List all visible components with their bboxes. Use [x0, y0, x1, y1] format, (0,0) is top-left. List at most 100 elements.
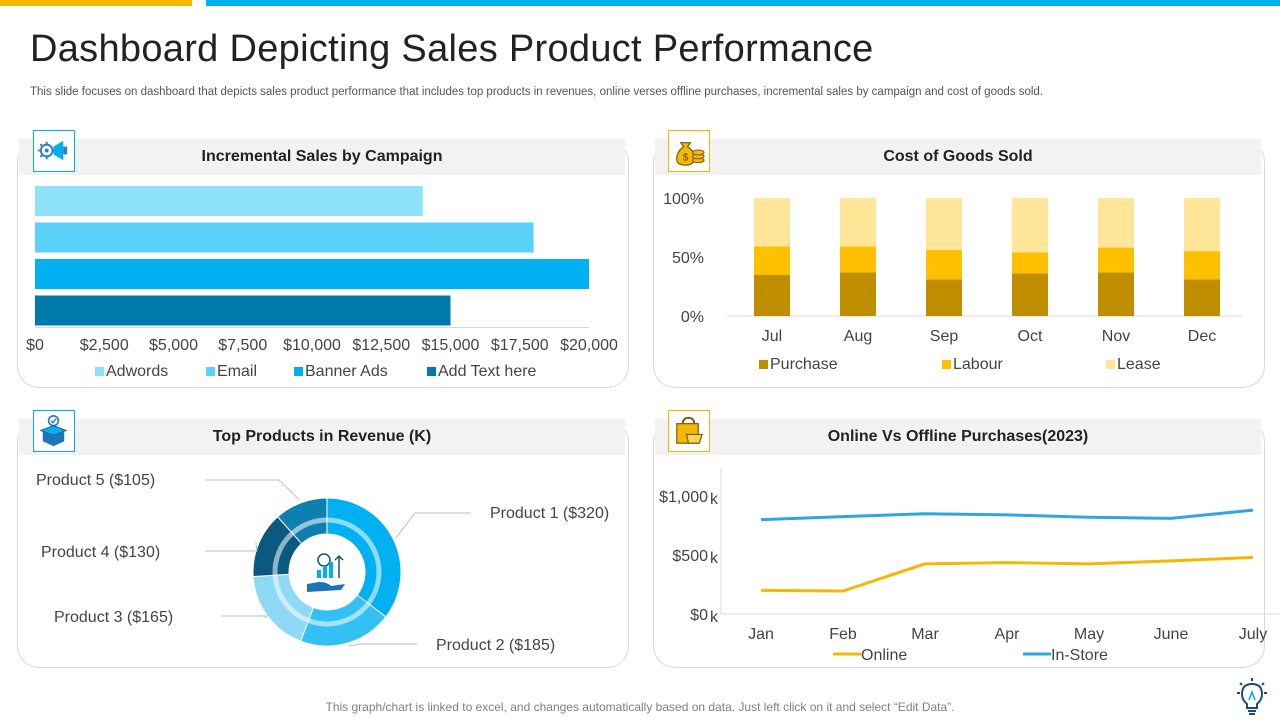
cogs-bar-lease-3: [1012, 198, 1048, 253]
shopping-bag-icon: [668, 410, 710, 452]
cogs-legend-label: Lease: [1117, 356, 1161, 373]
purchases-xtick-label: May: [1074, 626, 1104, 643]
cogs-bar-purchase-1: [840, 272, 876, 316]
campaign-tick-label: $20,000: [560, 337, 618, 354]
campaign-bar-3: [35, 295, 451, 326]
campaign-tick-label: $0: [26, 337, 44, 354]
lightbulb-icon: [1234, 678, 1270, 723]
growth-bar-icon: [329, 562, 333, 578]
campaign-panel-title: Incremental Sales by Campaign: [19, 139, 625, 175]
purchases-panel-title: Online Vs Offline Purchases(2023): [655, 419, 1261, 455]
cogs-xtick-label: Jul: [762, 328, 782, 345]
campaign-legend-swatch: [95, 367, 104, 376]
campaign-tick-label: $2,500: [80, 337, 129, 354]
growth-arrow-icon: [334, 554, 344, 578]
product-label-4: Product 4 ($130): [41, 544, 160, 561]
campaign-tick-label: $7,500: [218, 337, 267, 354]
cogs-bar-labour-5: [1184, 251, 1220, 280]
cogs-ytick-label: 0%: [681, 309, 704, 326]
campaign-legend-label: Adwords: [106, 363, 168, 380]
campaign-legend-swatch: [206, 367, 215, 376]
purchases-ytick-suffix: k: [710, 550, 719, 567]
purchases-ytick-label: $1,000: [659, 489, 708, 506]
cogs-bar-purchase-0: [754, 274, 790, 316]
products-chart: Product 1 ($320) Product 2 ($185) Product …: [36, 472, 609, 654]
cogs-bar-lease-0: [754, 198, 790, 247]
donut-inner-ring: [272, 517, 382, 627]
campaign-tick-label: $12,500: [352, 337, 410, 354]
page-title: Dashboard Depicting Sales Product Perfor…: [30, 28, 874, 70]
cogs-xtick-label: Sep: [930, 328, 959, 345]
product-label-5: Product 5 ($105): [36, 472, 155, 489]
purchases-ytick-suffix: k: [710, 609, 719, 626]
cogs-bar-purchase-3: [1012, 273, 1048, 316]
purchases-ytick-label: $500: [672, 548, 708, 565]
cogs-ytick-label: 50%: [672, 250, 704, 267]
cogs-bar-purchase-2: [926, 279, 962, 316]
product-label-3: Product 3 ($165): [54, 609, 173, 626]
product-leader-line: [221, 615, 269, 618]
product-leader-line: [348, 643, 417, 647]
cogs-bar-labour-4: [1098, 247, 1134, 273]
campaign-legend-swatch: [294, 367, 303, 376]
cogs-bar-lease-2: [926, 198, 962, 250]
megaphone-icon: [33, 130, 75, 172]
cogs-xtick-label: Aug: [844, 328, 872, 345]
campaign-legend-swatch: [427, 367, 436, 376]
product-leader-line: [395, 512, 471, 539]
cogs-ytick-label: 100%: [663, 191, 704, 208]
purchases-xtick-label: Feb: [829, 626, 857, 643]
cogs-legend-swatch: [942, 360, 951, 369]
cogs-bar-lease-5: [1184, 198, 1220, 252]
cogs-bar-labour-2: [926, 249, 962, 280]
purchases-line-online: [760, 555, 1254, 593]
campaign-bar-0: [35, 186, 423, 216]
cogs-xtick-label: Nov: [1102, 328, 1130, 345]
cogs-bar-labour-1: [840, 246, 876, 273]
product-leader-line: [205, 542, 258, 552]
campaign-legend-label: Email: [217, 363, 257, 380]
product-slice-5: [277, 497, 328, 545]
purchases-xtick-label: June: [1154, 626, 1189, 643]
purchases-xtick-label: Apr: [995, 626, 1021, 643]
campaign-legend-label: Add Text here: [438, 363, 537, 380]
purchases-xtick-label: Jan: [748, 626, 774, 643]
top-accent-bar-yellow: [0, 0, 192, 6]
cogs-legend-swatch: [1106, 360, 1115, 369]
cogs-bar-purchase-5: [1184, 279, 1220, 316]
purchases-panel: [653, 420, 1265, 668]
product-slice-1: [326, 497, 402, 618]
cogs-bar-labour-0: [754, 246, 790, 275]
hand-icon: [307, 582, 345, 592]
cogs-legend-swatch: [759, 360, 768, 369]
product-label-1: Product 1 ($320): [490, 505, 609, 522]
cogs-xtick-label: Dec: [1188, 328, 1216, 345]
purchases-ytick-suffix: k: [710, 491, 719, 508]
campaign-tick-label: $15,000: [422, 337, 480, 354]
purchases-ytick-label: $0: [690, 607, 708, 624]
campaign-tick-label: $10,000: [283, 337, 341, 354]
cogs-bar-purchase-4: [1098, 272, 1134, 316]
campaign-bar-2: [35, 259, 589, 289]
cogs-panel-title: Cost of Goods Sold: [655, 139, 1261, 175]
purchases-xtick-label: Mar: [911, 626, 939, 643]
campaign-chart: $0 $2,500 $5,000 $7,500 $10,000 $12,500 $15,00…: [26, 186, 618, 380]
cogs-legend-label: Purchase: [770, 356, 838, 373]
campaign-tick-label: $17,500: [491, 337, 549, 354]
campaign-legend-label: Banner Ads: [305, 363, 388, 380]
product-label-2: Product 2 ($185): [436, 637, 555, 654]
cogs-legend-label: Labour: [953, 356, 1003, 373]
purchases-xtick-label: July: [1239, 626, 1267, 643]
cogs-chart: 0% 50% 100% Jul Aug Sep Oct Nov Dec Purchase Labou…: [663, 191, 1243, 373]
cogs-bar-labour-3: [1012, 252, 1048, 274]
top-accent-bar-blue: [206, 0, 1280, 6]
product-leader-line: [205, 479, 300, 501]
page-subtitle: This slide focuses on dashboard that dep…: [30, 86, 1044, 98]
box-icon: [33, 410, 75, 452]
cogs-xtick-label: Oct: [1018, 328, 1043, 345]
growth-bar-icon: [323, 566, 327, 578]
products-panel-title: Top Products in Revenue (K): [19, 419, 625, 455]
purchases-legend-label: Online: [861, 647, 907, 664]
svg-text:$: $: [683, 152, 689, 163]
